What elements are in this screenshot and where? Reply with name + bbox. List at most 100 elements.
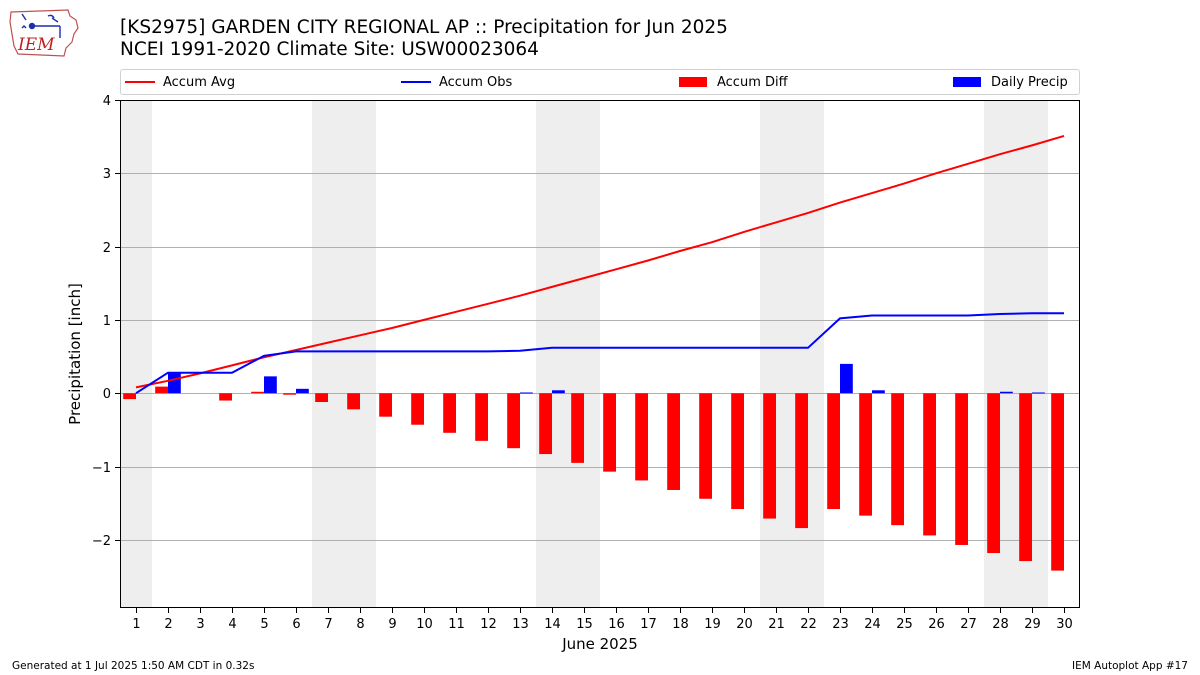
accum-diff-bar	[251, 391, 264, 394]
weekend-shade	[120, 100, 152, 608]
accum-diff-bar	[539, 393, 552, 455]
accum-diff-bar	[859, 393, 872, 516]
accum-diff-bar	[699, 393, 712, 499]
y-tick-label: 2	[103, 241, 111, 256]
accum-avg-line	[135, 134, 1065, 389]
x-tick-label: 10	[416, 617, 433, 632]
weekend-shade	[760, 100, 824, 608]
legend-label: Daily Precip	[991, 74, 1068, 90]
x-tick-label: 8	[356, 617, 364, 632]
x-tick-label: 5	[260, 617, 268, 632]
daily-precip-bar	[552, 390, 565, 394]
accum-diff-bar	[667, 393, 680, 490]
legend-item-accum-diff: Accum Diff	[679, 73, 788, 91]
x-tick-label: 11	[448, 617, 465, 632]
accum-diff-bar	[603, 393, 616, 472]
legend-item-daily-precip: Daily Precip	[953, 73, 1068, 91]
x-tick-label: 23	[832, 617, 849, 632]
x-tick-label: 30	[1056, 617, 1073, 632]
legend-label: Accum Diff	[717, 74, 788, 90]
accum-diff-bar	[923, 393, 936, 536]
footer-app-text: IEM Autoplot App #17	[1072, 660, 1188, 672]
x-tick-label: 13	[512, 617, 529, 632]
weekend-shade	[536, 100, 600, 608]
x-tick-label: 16	[608, 617, 625, 632]
x-tick-label: 19	[704, 617, 721, 632]
x-tick-label: 26	[928, 617, 945, 632]
logo-text: IEM	[17, 35, 55, 55]
daily-precip-bar	[1000, 391, 1013, 394]
accum-diff-bar	[635, 393, 648, 481]
accum-diff-bar	[475, 393, 488, 441]
legend: Accum Avg Accum Obs Accum Diff Daily Pre…	[120, 69, 1080, 95]
series-lines	[135, 134, 1065, 395]
daily-precip-bar	[1032, 392, 1045, 394]
x-tick-label: 21	[768, 617, 785, 632]
x-tick-label: 9	[388, 617, 396, 632]
weather-station-icon	[21, 13, 61, 38]
plot-frame	[120, 100, 1080, 608]
legend-box-swatch	[953, 77, 981, 87]
accum-diff-bar	[1019, 393, 1032, 562]
legend-label: Accum Obs	[439, 74, 513, 90]
footer-generated-text: Generated at 1 Jul 2025 1:50 AM CDT in 0…	[12, 660, 255, 672]
weekend-shade	[984, 100, 1048, 608]
bars	[123, 363, 1064, 571]
x-tick-label: 24	[864, 617, 881, 632]
x-tick-label: 20	[736, 617, 753, 632]
y-tick-label: 4	[103, 94, 111, 109]
chart-subtitle: NCEI 1991-2020 Climate Site: USW00023064	[120, 39, 539, 60]
y-tick-label: 0	[103, 387, 111, 402]
x-tick-label: 7	[324, 617, 332, 632]
x-tick-label: 1	[132, 617, 140, 632]
legend-label: Accum Avg	[163, 74, 236, 90]
legend-item-accum-avg: Accum Avg	[125, 73, 235, 91]
accum-diff-bar	[315, 393, 328, 403]
legend-line-swatch	[401, 81, 431, 83]
accum-diff-bar	[795, 393, 808, 529]
accum-diff-bar	[763, 393, 776, 519]
x-tick-label: 3	[196, 617, 204, 632]
x-tick-label: 15	[576, 617, 593, 632]
x-tick-label: 2	[164, 617, 172, 632]
accum-diff-bar	[219, 393, 232, 401]
accum-diff-bar	[123, 393, 136, 400]
y-tick-label: −1	[92, 461, 111, 476]
x-tick-label: 4	[228, 617, 236, 632]
x-tick-label: 29	[1024, 617, 1041, 632]
x-tick-label: 14	[544, 617, 561, 632]
accum-diff-bar	[987, 393, 1000, 554]
x-tick-label: 27	[960, 617, 977, 632]
chart-title: [KS2975] GARDEN CITY REGIONAL AP :: Prec…	[120, 17, 728, 38]
accum-diff-bar	[155, 386, 168, 394]
x-tick-label: 6	[292, 617, 300, 632]
daily-precip-bar	[264, 376, 277, 394]
daily-precip-bar	[872, 390, 885, 394]
x-axis-label: June 2025	[561, 635, 638, 653]
accum-diff-bar	[379, 393, 392, 417]
iem-logo: IEM	[9, 9, 79, 57]
x-tick-label: 22	[800, 617, 817, 632]
daily-precip-bar	[168, 372, 181, 394]
accum-obs-line	[135, 312, 1064, 395]
x-tick-label: 28	[992, 617, 1009, 632]
legend-line-swatch	[125, 81, 155, 83]
daily-precip-bar	[296, 388, 309, 394]
accum-diff-bar	[571, 393, 584, 463]
accum-diff-bar	[1051, 393, 1064, 571]
iowa-outline-icon	[9, 9, 79, 57]
y-tick-label: 3	[103, 167, 111, 182]
x-tick-label: 12	[480, 617, 497, 632]
accum-diff-bar	[283, 393, 296, 395]
accum-diff-bar	[731, 393, 744, 510]
accum-diff-bar	[507, 393, 520, 449]
accum-diff-bar	[955, 393, 968, 545]
accum-diff-bar	[347, 393, 360, 410]
daily-precip-bar	[840, 363, 853, 394]
weekend-shading	[120, 100, 1048, 608]
daily-precip-bar	[520, 392, 533, 394]
legend-item-accum-obs: Accum Obs	[401, 73, 512, 91]
accum-diff-bar	[411, 393, 424, 425]
